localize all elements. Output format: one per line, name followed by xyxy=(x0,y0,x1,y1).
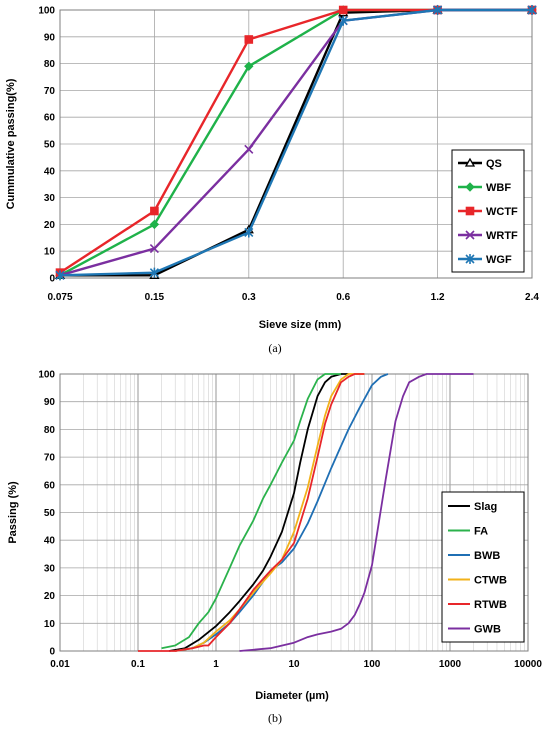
series-slag xyxy=(168,373,349,652)
y-tick-label: 60 xyxy=(44,113,56,124)
y-tick-label: 0 xyxy=(49,274,55,285)
series-line-slag xyxy=(168,373,349,652)
legend-label-wgf: WGF xyxy=(486,254,512,266)
legend-label-wctf: WCTF xyxy=(486,206,518,218)
x-axis-title: Sieve size (mm) xyxy=(259,319,342,331)
legend-label-slag: Slag xyxy=(474,501,497,513)
y-tick-label: 20 xyxy=(44,591,56,602)
series-line-fa xyxy=(161,373,341,650)
legend: QS WBF WCTF WRTF WGF xyxy=(451,149,525,273)
y-tick-label: 40 xyxy=(44,536,56,547)
legend-marker-wgf xyxy=(465,254,475,264)
legend-label-qs: QS xyxy=(486,158,502,170)
x-tick-label: 1000 xyxy=(439,659,462,670)
data-point-wrtf xyxy=(244,144,254,154)
y-tick-label: 100 xyxy=(38,370,55,381)
series-line-rtwb xyxy=(138,373,365,652)
y-tick-label: 50 xyxy=(44,508,56,519)
data-point-wctf xyxy=(338,5,348,15)
series-line-gwb xyxy=(239,373,474,652)
legend-marker-qs xyxy=(464,157,476,167)
x-tick-label: 10000 xyxy=(514,659,542,670)
data-point-wgf xyxy=(244,227,254,238)
y-tick-label: 50 xyxy=(44,140,56,151)
x-tick-label: 0.01 xyxy=(50,659,70,670)
caption-a: (a) xyxy=(268,341,281,355)
y-axis-title: Cummulative passing(%) xyxy=(5,78,17,209)
chart-a: 0 10 20 30 40 50 60 70 80 90 100 0.075 0.15 0.3 0.6 1.2… xyxy=(5,4,539,355)
data-point-wgf xyxy=(149,267,159,278)
x-tick-label: 0.075 xyxy=(47,292,72,303)
y-tick-label: 90 xyxy=(44,397,56,408)
y-axis-title: Passing (%) xyxy=(7,481,19,544)
caption-b: (b) xyxy=(268,711,282,725)
legend-label-rtwb: RTWB xyxy=(474,599,507,611)
series-gwb xyxy=(239,373,474,652)
series-wgf xyxy=(55,5,537,281)
data-point-wbf xyxy=(244,61,254,71)
y-tick-label: 60 xyxy=(44,480,56,491)
data-point-wbf xyxy=(149,219,160,230)
legend-label-gwb: GWB xyxy=(474,624,501,636)
y-tick-label: 100 xyxy=(38,6,55,17)
y-tick-label: 10 xyxy=(44,619,56,630)
y-tick-label: 90 xyxy=(44,32,56,43)
legend-label-bwb: BWB xyxy=(474,550,500,562)
chart-b: 0 10 20 30 40 50 60 70 80 90 100 0.01 0.1 1 10 100 1000 1… xyxy=(7,370,542,726)
data-point-wgf xyxy=(55,270,65,281)
y-tick-label: 80 xyxy=(44,59,56,70)
y-tick-label: 70 xyxy=(44,453,56,464)
y-tick-label: 40 xyxy=(44,166,56,177)
legend-box xyxy=(441,491,525,643)
data-point-wrtf xyxy=(149,243,159,254)
y-tick-label: 70 xyxy=(44,86,56,97)
x-tick-label: 1.2 xyxy=(431,292,445,303)
legend-label-wbf: WBF xyxy=(486,182,511,194)
legend-label-wrtf: WRTF xyxy=(486,230,518,242)
plot-area-border xyxy=(59,9,533,279)
x-tick-label: 0.6 xyxy=(336,292,350,303)
x-tick-label: 0.3 xyxy=(242,292,256,303)
series-line-wgf xyxy=(59,8,532,277)
legend-marker-wbf xyxy=(465,182,475,192)
y-tick-label: 30 xyxy=(44,193,56,204)
series-rtwb xyxy=(138,373,365,652)
y-tick-label: 80 xyxy=(44,425,56,436)
data-point-wctf xyxy=(150,206,159,216)
legend-marker-wrtf xyxy=(465,230,475,240)
data-point-wgf xyxy=(527,5,537,15)
legend: Slag FA BWB CTWB RTWB GWB xyxy=(441,491,525,643)
series-fa xyxy=(161,373,341,650)
x-tick-label: 2.4 xyxy=(525,292,539,303)
legend-label-fa: FA xyxy=(474,526,488,538)
x-tick-label: 10 xyxy=(288,659,300,670)
series-bwb xyxy=(175,373,389,652)
series-line-bwb xyxy=(175,373,389,652)
data-point-wctf xyxy=(244,35,254,44)
x-tick-label: 0.1 xyxy=(131,659,145,670)
data-point-wgf xyxy=(433,5,443,15)
legend-label-ctwb: CTWB xyxy=(474,575,507,587)
x-tick-label: 100 xyxy=(364,659,381,670)
data-point-wgf xyxy=(338,15,348,26)
y-tick-label: 30 xyxy=(44,563,56,574)
x-tick-label: 1 xyxy=(213,659,219,670)
y-tick-label: 20 xyxy=(44,220,56,231)
legend-marker-wctf xyxy=(465,206,475,216)
x-axis-title: Diameter (µm) xyxy=(255,690,329,702)
x-tick-label: 0.15 xyxy=(145,292,165,303)
plot-area-border xyxy=(59,373,529,652)
y-tick-label: 0 xyxy=(49,647,55,658)
y-tick-label: 10 xyxy=(44,247,56,258)
